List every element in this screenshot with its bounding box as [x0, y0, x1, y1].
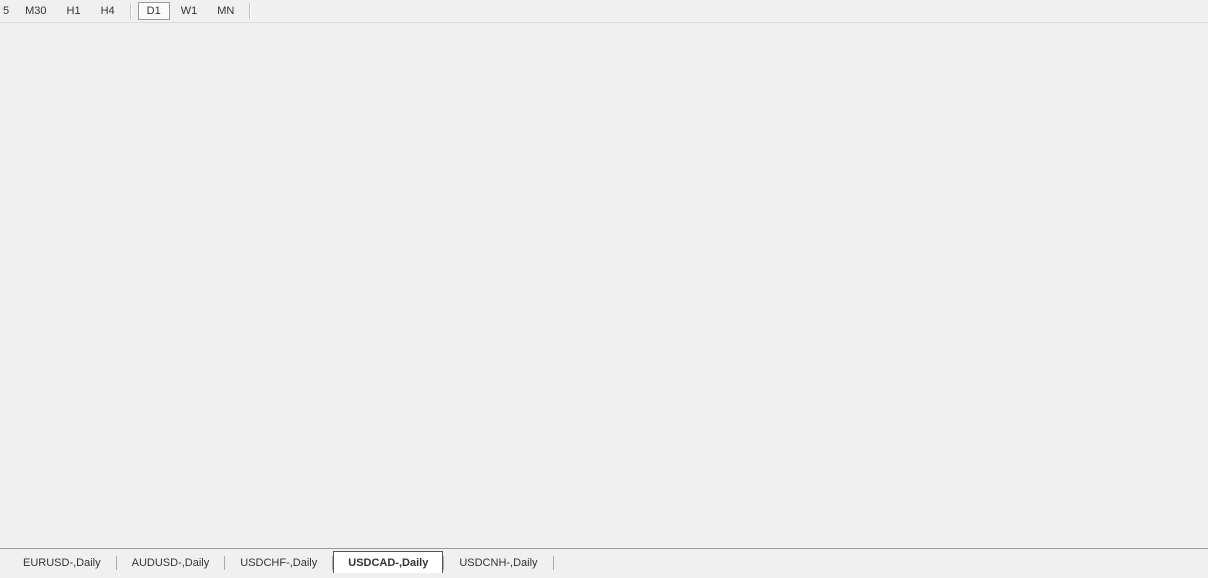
tab-separator — [115, 556, 117, 570]
timeframe-button-d1[interactable]: D1 — [137, 2, 170, 20]
chart-tab-audusd[interactable]: AUDUSD-,Daily — [131, 557, 210, 569]
timeframe-button-m30[interactable]: M30 — [25, 5, 47, 17]
timeframe-button-w1[interactable]: W1 — [180, 5, 198, 17]
chart-tab-usdcad[interactable]: USDCAD-,Daily — [333, 551, 444, 573]
timeframe-toolbar: 5 M30 H1 H4 D1 W1 MN — [0, 0, 1208, 23]
chart-tab-usdchf[interactable]: USDCHF-,Daily — [240, 557, 318, 569]
toolbar-separator — [249, 3, 252, 19]
symbol-tab-bar: EURUSD-,Daily AUDUSD-,Daily USDCHF-,Dail… — [0, 548, 1208, 578]
tab-separator — [224, 556, 226, 570]
chart-tab-eurusd[interactable]: EURUSD-,Daily — [23, 557, 101, 569]
chart-tab-usdcnh[interactable]: USDCNH-,Daily — [459, 557, 538, 569]
tab-separator — [332, 556, 334, 570]
toolbar-separator — [129, 3, 132, 19]
timeframe-button-h1[interactable]: H1 — [66, 5, 81, 17]
timeframe-button-m5[interactable]: 5 — [3, 5, 10, 17]
timeframe-button-mn[interactable]: MN — [217, 5, 235, 17]
timeframe-button-h4[interactable]: H4 — [100, 5, 115, 17]
tab-separator — [443, 556, 445, 570]
tab-separator — [552, 556, 554, 570]
